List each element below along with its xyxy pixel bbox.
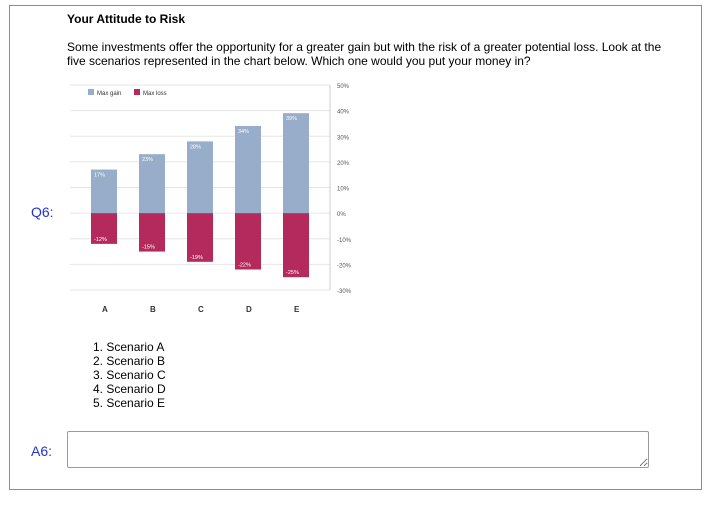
data-label: -25% [286, 270, 299, 276]
option-item: 1. Scenario A [93, 340, 165, 354]
y-tick-label: 40% [337, 110, 350, 116]
y-tick-label: -30% [337, 289, 352, 295]
option-item: 2. Scenario B [93, 354, 166, 368]
answer-textarea[interactable] [67, 431, 649, 468]
data-label: 34% [238, 129, 249, 135]
legend-swatch [134, 89, 140, 95]
data-label: -15% [142, 245, 155, 251]
gain-bar [235, 126, 261, 214]
loss-bar [235, 213, 261, 270]
gain-bar [91, 169, 117, 214]
y-tick-label: -10% [337, 238, 352, 244]
y-tick-label: 20% [337, 161, 350, 167]
answer-label: A6: [31, 443, 53, 459]
section-title: Your Attitude to Risk [67, 12, 185, 26]
question-panel [9, 5, 702, 490]
question-text: Some investments offer the opportunity f… [67, 40, 662, 68]
data-label: -22% [238, 263, 251, 269]
y-tick-label: 0% [337, 212, 346, 218]
x-tick-label: A [102, 305, 108, 314]
y-tick-label: 30% [337, 135, 350, 141]
y-tick-label: -20% [337, 263, 352, 269]
loss-bar [187, 213, 213, 262]
data-label: 17% [94, 173, 105, 179]
x-tick-label: B [150, 305, 156, 314]
data-label: 23% [142, 157, 153, 163]
x-tick-label: E [294, 305, 300, 314]
y-tick-label: 50% [337, 84, 350, 90]
option-item: 4. Scenario D [93, 382, 166, 396]
y-tick-label: 10% [337, 187, 350, 193]
data-label: -19% [190, 255, 203, 261]
option-item: 3. Scenario C [93, 368, 166, 382]
risk-chart: 17% -12% 23% -15% 28% -19% 34% -22% 39% -25% 50% 4… [70, 84, 352, 314]
chart-x-ticks: A B C D E [102, 305, 300, 314]
legend-label: Max gain [97, 91, 121, 97]
x-tick-label: C [198, 305, 204, 314]
loss-bar [91, 213, 117, 244]
data-label: 39% [286, 116, 297, 122]
data-label: -12% [94, 237, 107, 243]
chart-legend: Max gain Max loss [88, 89, 167, 97]
question-label: Q6: [31, 204, 54, 220]
chart-y-ticks: 50% 40% 30% 20% 10% 0% -10% -20% -30% [337, 84, 352, 295]
gain-bar [187, 141, 213, 214]
x-tick-label: D [246, 305, 252, 314]
loss-bar [139, 213, 165, 252]
legend-label: Max loss [143, 91, 167, 97]
legend-swatch [88, 89, 94, 95]
chart-bars: 17% -12% 23% -15% 28% -19% 34% -22% 39% -25% [91, 113, 309, 278]
gain-bar [283, 113, 309, 214]
gain-bar [139, 154, 165, 214]
loss-bar [283, 213, 309, 278]
data-label: 28% [190, 144, 201, 150]
option-item: 5. Scenario E [93, 396, 166, 410]
